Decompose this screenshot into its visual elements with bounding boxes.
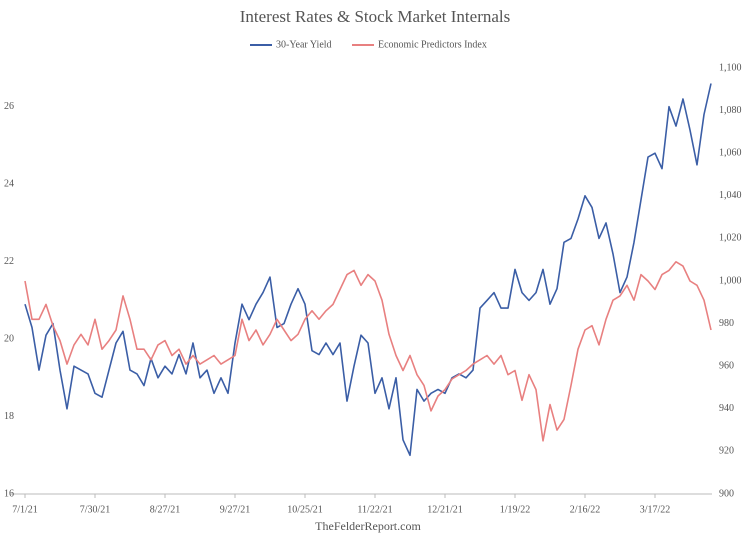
legend-label: 30-Year Yield: [276, 39, 332, 50]
y2-tick-label: 1,080: [719, 105, 742, 116]
y-tick-label: 20: [4, 333, 14, 344]
y2-tick-label: 980: [719, 318, 734, 329]
x-tick-label: 7/30/21: [80, 504, 111, 515]
chart-title: Interest Rates & Stock Market Internals: [240, 7, 511, 26]
x-tick-label: 9/27/21: [220, 504, 251, 515]
x-tick-label: 3/17/22: [640, 504, 671, 515]
y2-tick-label: 900: [719, 488, 734, 499]
series-line: [24, 83, 712, 457]
y-tick-label: 18: [4, 411, 14, 422]
legend-label: Economic Predictors Index: [378, 39, 487, 50]
y2-tick-label: 920: [719, 446, 734, 457]
series-line: [24, 261, 712, 442]
x-tick-label: 1/19/22: [500, 504, 531, 515]
y2-tick-label: 1,100: [719, 62, 742, 73]
y-tick-label: 26: [4, 101, 14, 112]
y2-tick-label: 1,000: [719, 275, 742, 286]
x-tick-label: 11/22/21: [357, 504, 392, 515]
y-tick-label: 22: [4, 256, 14, 267]
x-tick-label: 10/25/21: [287, 504, 323, 515]
footer: TheFelderReport.com: [315, 519, 421, 533]
y-tick-label: 16: [4, 488, 14, 499]
y-tick-label: 24: [4, 178, 14, 189]
y2-tick-label: 1,020: [719, 233, 742, 244]
y2-tick-label: 960: [719, 360, 734, 371]
y2-tick-label: 1,060: [719, 147, 742, 158]
x-tick-label: 8/27/21: [150, 504, 181, 515]
y2-tick-label: 1,040: [719, 190, 742, 201]
x-tick-label: 2/16/22: [570, 504, 601, 515]
x-tick-label: 7/1/21: [12, 504, 38, 515]
y2-tick-label: 940: [719, 403, 734, 414]
x-tick-label: 12/21/21: [427, 504, 463, 515]
